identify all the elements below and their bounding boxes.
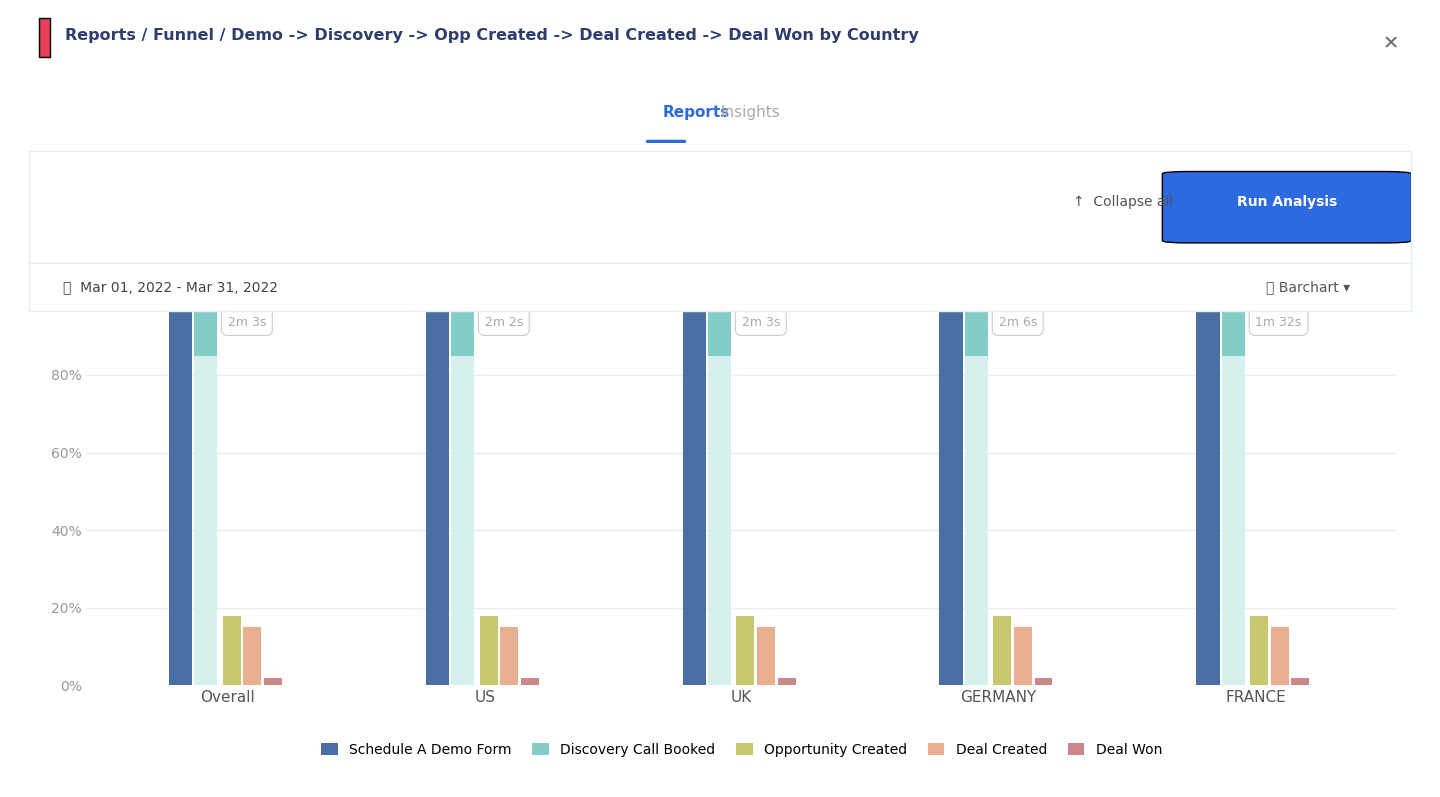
Bar (1014, 627, 1032, 685)
Text: Reports / Funnel / Demo -> Discovery -> Opp Created -> Deal Created -> Deal Won : Reports / Funnel / Demo -> Discovery -> … (65, 28, 919, 42)
Bar (194, 297, 217, 355)
Bar (1223, 297, 1246, 685)
Bar (757, 627, 775, 685)
Bar (1292, 677, 1309, 685)
FancyBboxPatch shape (39, 18, 50, 57)
Bar (168, 297, 192, 685)
Bar (223, 615, 240, 685)
Text: 0%
1m 32s: 0% 1m 32s (1256, 301, 1302, 329)
Bar (264, 677, 282, 685)
Bar (683, 297, 706, 685)
Bar (521, 677, 539, 685)
Bar (778, 677, 795, 685)
Bar (426, 297, 449, 685)
Bar (965, 297, 988, 685)
Legend: Schedule A Demo Form, Discovery Call Booked, Opportunity Created, Deal Created, : Schedule A Demo Form, Discovery Call Boo… (315, 737, 1168, 762)
Bar (736, 615, 755, 685)
Text: Reports: Reports (662, 105, 730, 120)
Bar (1272, 627, 1289, 685)
Bar (1223, 297, 1246, 355)
Bar (1197, 297, 1220, 685)
Bar (1034, 677, 1053, 685)
Text: 0.5%
2m 3s: 0.5% 2m 3s (742, 301, 780, 329)
Text: 0.2%
2m 6s: 0.2% 2m 6s (998, 301, 1037, 329)
Text: Insights: Insights (720, 105, 779, 120)
Bar (1250, 615, 1269, 685)
Bar (994, 615, 1011, 685)
Text: 📊 Barchart ▾: 📊 Barchart ▾ (1266, 280, 1351, 294)
Bar (480, 615, 497, 685)
Bar (939, 297, 962, 685)
Text: ✕: ✕ (1382, 34, 1398, 53)
Bar (965, 297, 988, 355)
Text: ↑  Collapse all: ↑ Collapse all (1073, 194, 1172, 209)
Text: 0.3%
2m 3s: 0.3% 2m 3s (228, 301, 266, 329)
Bar (708, 297, 732, 685)
Bar (243, 627, 261, 685)
Bar (451, 297, 474, 355)
Bar (194, 297, 217, 685)
FancyBboxPatch shape (1162, 171, 1411, 243)
Bar (451, 297, 474, 685)
Bar (708, 297, 732, 355)
Text: 🗓  Mar 01, 2022 - Mar 31, 2022: 🗓 Mar 01, 2022 - Mar 31, 2022 (63, 280, 278, 294)
Bar (500, 627, 518, 685)
Text: Run Analysis: Run Analysis (1237, 194, 1336, 209)
Text: 0.4%
2m 2s: 0.4% 2m 2s (485, 301, 523, 329)
